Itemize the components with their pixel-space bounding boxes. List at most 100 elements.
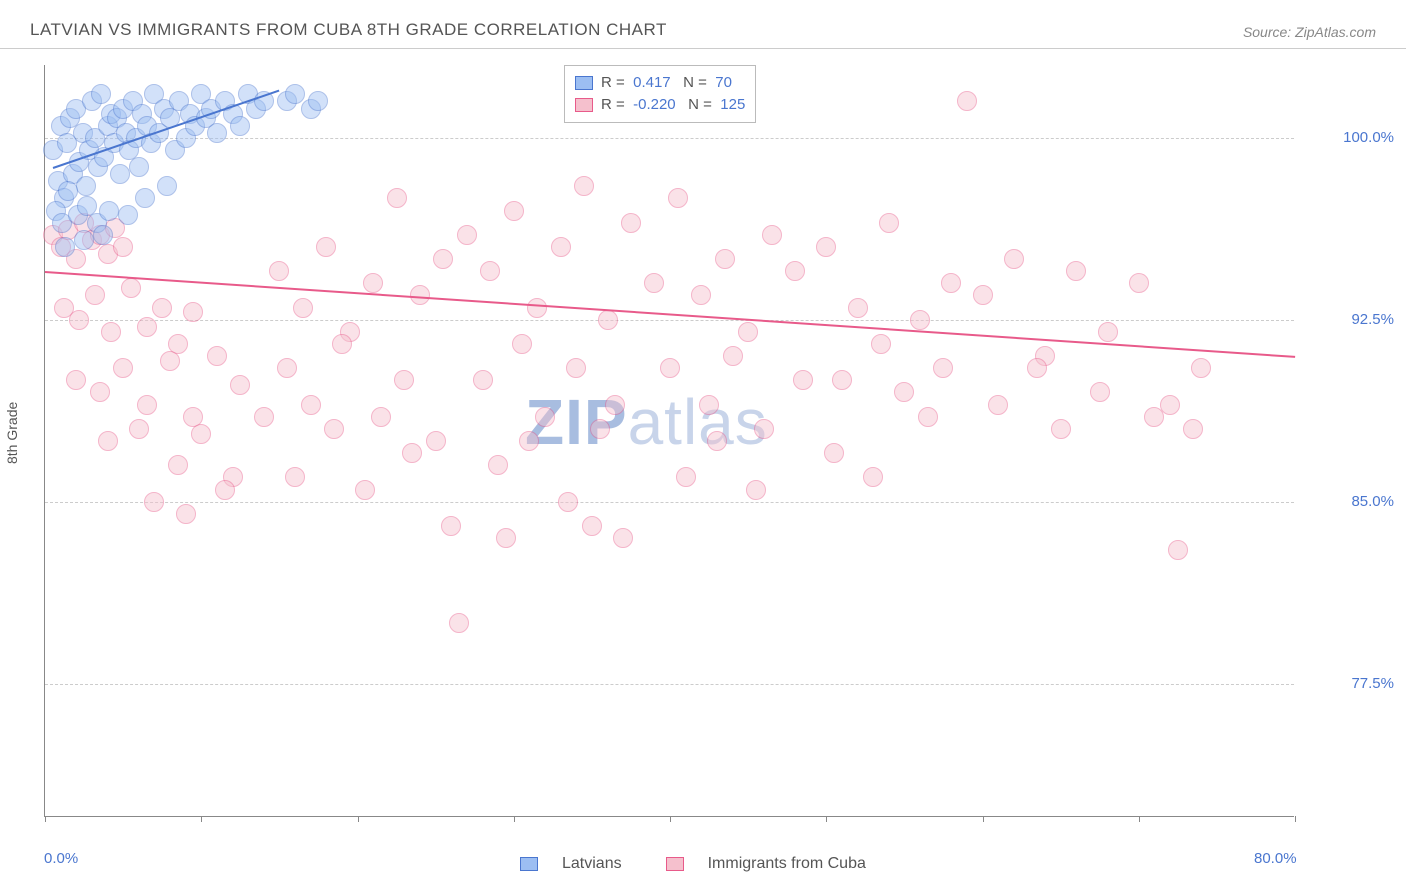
data-point — [574, 176, 594, 196]
x-tick — [983, 816, 984, 822]
data-point — [558, 492, 578, 512]
data-point — [91, 84, 111, 104]
x-tick — [670, 816, 671, 822]
data-point — [433, 249, 453, 269]
data-point — [519, 431, 539, 451]
data-point — [55, 237, 75, 257]
data-point — [754, 419, 774, 439]
data-point — [74, 230, 94, 250]
data-point — [590, 419, 610, 439]
y-tick-label: 77.5% — [1351, 675, 1394, 692]
x-tick — [1295, 816, 1296, 822]
legend-swatch — [575, 76, 593, 90]
data-point — [894, 382, 914, 402]
data-point — [69, 310, 89, 330]
data-point — [98, 431, 118, 451]
stats-text: R = -0.220 N = 125 — [601, 94, 745, 116]
data-point — [957, 91, 977, 111]
data-point — [157, 176, 177, 196]
data-point — [449, 613, 469, 633]
data-point — [293, 298, 313, 318]
data-point — [793, 370, 813, 390]
data-point — [933, 358, 953, 378]
data-point — [613, 528, 633, 548]
data-point — [1066, 261, 1086, 281]
plot-area: ZIPatlas — [44, 65, 1294, 817]
data-point — [113, 237, 133, 257]
legend-label-latvians: Latvians — [562, 855, 622, 873]
data-point — [129, 419, 149, 439]
data-point — [121, 278, 141, 298]
y-tick-label: 92.5% — [1351, 311, 1394, 328]
data-point — [512, 334, 532, 354]
data-point — [285, 84, 305, 104]
data-point — [504, 201, 524, 221]
watermark-atlas: atlas — [628, 386, 768, 458]
data-point — [496, 528, 516, 548]
stats-legend: R = 0.417 N = 70 R = -0.220 N = 125 — [564, 65, 756, 123]
x-tick — [358, 816, 359, 822]
legend-swatch-latvians — [520, 857, 538, 871]
y-tick-label: 85.0% — [1351, 493, 1394, 510]
data-point — [332, 334, 352, 354]
stats-text: R = 0.417 N = 70 — [601, 72, 732, 94]
series-legend: Latvians Immigrants from Cuba — [520, 855, 866, 873]
data-point — [824, 443, 844, 463]
source-name: ZipAtlas.com — [1295, 24, 1376, 40]
data-point — [269, 261, 289, 281]
data-point — [207, 346, 227, 366]
data-point — [152, 298, 172, 318]
data-point — [160, 351, 180, 371]
data-point — [394, 370, 414, 390]
data-point — [137, 395, 157, 415]
data-point — [535, 407, 555, 427]
data-point — [527, 298, 547, 318]
data-point — [215, 480, 235, 500]
x-tick-label: 80.0% — [1254, 850, 1297, 867]
data-point — [1004, 249, 1024, 269]
legend-swatch-cuba — [666, 857, 684, 871]
data-point — [230, 375, 250, 395]
data-point — [230, 116, 250, 136]
data-point — [191, 424, 211, 444]
data-point — [988, 395, 1008, 415]
trend-line — [45, 271, 1295, 358]
data-point — [1051, 419, 1071, 439]
data-point — [973, 285, 993, 305]
data-point — [605, 395, 625, 415]
data-point — [816, 237, 836, 257]
data-point — [316, 237, 336, 257]
data-point — [176, 504, 196, 524]
data-point — [832, 370, 852, 390]
gridline — [45, 684, 1294, 685]
data-point — [85, 285, 105, 305]
data-point — [93, 225, 113, 245]
data-point — [621, 213, 641, 233]
data-point — [387, 188, 407, 208]
data-point — [1168, 540, 1188, 560]
chart-title: LATVIAN VS IMMIGRANTS FROM CUBA 8TH GRAD… — [30, 20, 667, 40]
data-point — [910, 310, 930, 330]
data-point — [691, 285, 711, 305]
data-point — [738, 322, 758, 342]
data-point — [644, 273, 664, 293]
x-tick — [1139, 816, 1140, 822]
data-point — [715, 249, 735, 269]
data-point — [488, 455, 508, 475]
data-point — [324, 419, 344, 439]
y-tick-label: 100.0% — [1343, 129, 1394, 146]
gridline — [45, 502, 1294, 503]
gridline — [45, 138, 1294, 139]
data-point — [566, 358, 586, 378]
x-tick — [826, 816, 827, 822]
data-point — [660, 358, 680, 378]
data-point — [785, 261, 805, 281]
data-point — [135, 188, 155, 208]
data-point — [762, 225, 782, 245]
data-point — [941, 273, 961, 293]
data-point — [551, 237, 571, 257]
data-point — [1191, 358, 1211, 378]
data-point — [918, 407, 938, 427]
data-point — [110, 164, 130, 184]
source-attribution: Source: ZipAtlas.com — [1243, 24, 1376, 40]
